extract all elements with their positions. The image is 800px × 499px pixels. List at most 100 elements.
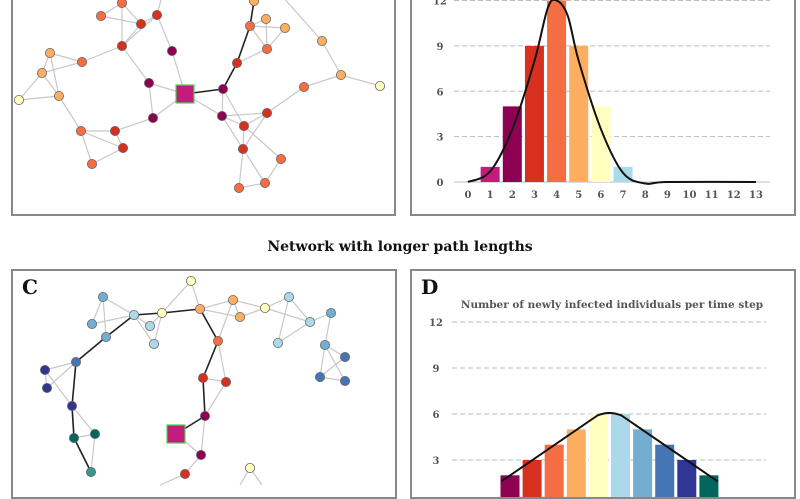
network-edge: [277, 321, 311, 344]
network-node: [249, 0, 259, 6]
network-edge: [49, 52, 83, 63]
bar: [633, 429, 653, 497]
network-edge: [266, 86, 305, 114]
network-node: [87, 319, 98, 330]
y-tick-label: 0: [437, 178, 444, 189]
network-node: [260, 13, 271, 24]
panel-b-chart: 0 3 6 9 12 0 1 2 3 4 5 6 7 8 9 10 11 12 13: [410, 0, 796, 216]
x-tick-label: 11: [705, 190, 719, 201]
network-node: [216, 111, 227, 122]
x-tick-label: 1: [487, 190, 494, 201]
network-node: [314, 372, 325, 383]
network-node: [151, 9, 162, 20]
shortest-path-edge: [71, 405, 75, 439]
network-node: [339, 376, 350, 387]
network-edge: [232, 299, 266, 309]
network-node: [67, 400, 78, 411]
network-node: [261, 44, 272, 55]
network-node: [71, 357, 82, 368]
network-edge: [200, 415, 206, 456]
bar: [566, 429, 586, 497]
shortest-path-edge: [236, 25, 251, 64]
network-edge: [121, 14, 158, 47]
network-node: [54, 91, 65, 102]
network-edge: [81, 45, 123, 63]
x-tick-label: 2: [509, 190, 516, 201]
bar: [502, 106, 522, 182]
network-node: [374, 81, 385, 92]
bar: [591, 106, 611, 182]
network-node: [220, 377, 231, 388]
network-edge: [242, 148, 266, 184]
y-tick-label: 9: [433, 364, 440, 375]
network-node: [185, 276, 196, 286]
network-node: [238, 121, 249, 132]
trend-curve: [467, 0, 756, 185]
bar: [547, 0, 567, 182]
bar-chart-d: Number of newly infected individuals per…: [429, 299, 766, 497]
network-node: [304, 317, 315, 328]
network-edge: [236, 48, 268, 64]
network-edge: [121, 45, 150, 84]
panel-c-network: C: [11, 269, 397, 499]
network-node: [117, 0, 127, 8]
network-edge: [319, 344, 326, 378]
y-tick-label: 12: [433, 0, 447, 8]
network-node: [96, 10, 107, 21]
network-node: [148, 339, 159, 350]
network-node: [244, 462, 255, 473]
network-node: [39, 365, 50, 376]
section-title: Network with longer path lengths: [267, 239, 533, 255]
network-edge: [80, 130, 93, 165]
network-node: [101, 332, 112, 343]
network-node: [195, 449, 206, 460]
chart-d-title: Number of newly infected individuals per…: [461, 299, 763, 311]
bar: [480, 166, 500, 182]
network-node: [98, 291, 109, 302]
network-node: [283, 291, 294, 302]
seed-node: [175, 84, 195, 104]
shortest-path-edge: [71, 361, 77, 407]
network-edge: [156, 14, 173, 52]
network-node: [156, 308, 167, 319]
network-node: [212, 336, 223, 347]
x-tick-label: 0: [465, 190, 472, 201]
network-node: [129, 310, 140, 321]
network-node: [335, 70, 346, 81]
network-node: [194, 304, 205, 315]
network-diagram-short-paths: [14, 0, 385, 193]
x-tick-label: 9: [664, 190, 671, 201]
network-edge: [324, 312, 332, 346]
network-edge: [58, 95, 82, 132]
shortest-path-edge: [199, 308, 219, 342]
trend-curve: [500, 411, 719, 483]
network-node: [87, 158, 98, 169]
network-node: [117, 41, 128, 52]
shortest-path-edge: [161, 308, 201, 314]
network-node: [90, 428, 101, 439]
x-tick-label: 3: [531, 190, 538, 201]
bar: [655, 444, 675, 497]
network-edge: [49, 52, 60, 97]
network-edge: [265, 18, 268, 50]
network-node: [199, 410, 210, 421]
network-edge: [71, 405, 96, 435]
y-tick-label: 6: [433, 410, 440, 421]
panel-label-c: C: [22, 275, 38, 299]
network-edge: [340, 74, 381, 87]
network-node: [86, 466, 97, 477]
network-edge: [133, 314, 155, 345]
network-node: [136, 18, 147, 29]
network-node: [69, 432, 80, 443]
x-tick-label: 8: [642, 190, 649, 201]
network-edge: [288, 296, 311, 323]
network-node: [36, 68, 47, 79]
network-edge: [264, 307, 311, 323]
network-node: [275, 153, 286, 164]
network-node: [259, 177, 270, 188]
network-node: [77, 57, 88, 68]
network-edge: [199, 308, 241, 318]
network-edge: [324, 344, 346, 382]
shortest-path-edge: [75, 336, 107, 363]
network-edge: [242, 112, 268, 150]
